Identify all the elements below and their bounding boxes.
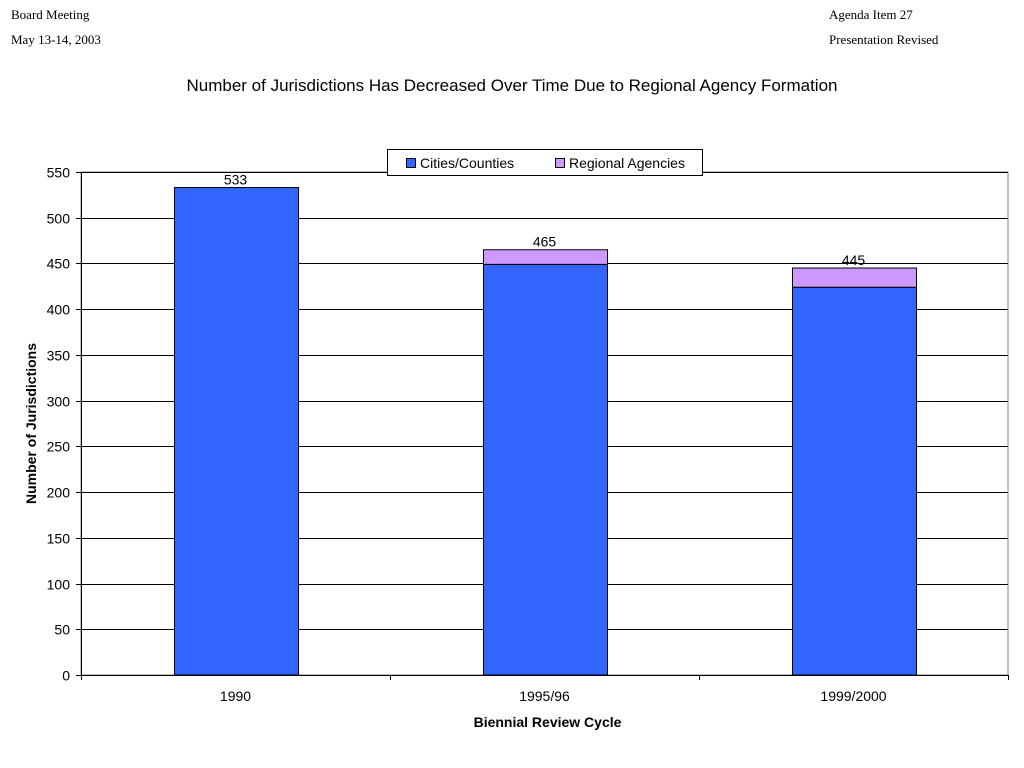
- y-tick-label: 0: [62, 668, 70, 684]
- y-tick-label: 200: [47, 485, 71, 501]
- header-meeting-title: Board Meeting: [11, 7, 90, 22]
- y-tick-label: 450: [47, 256, 71, 272]
- legend-item-regional-agencies: Regional Agencies: [555, 154, 685, 172]
- x-axis-title: Biennial Review Cycle: [474, 714, 622, 730]
- y-tick-label: 400: [47, 302, 71, 318]
- y-tick-label: 150: [47, 531, 71, 547]
- chart-title: Number of Jurisdictions Has Decreased Ov…: [186, 76, 838, 95]
- bar-cities-counties-0: [174, 187, 299, 676]
- legend-swatch-cities-counties: [406, 158, 416, 168]
- bar-cities-counties-2: [792, 286, 917, 676]
- x-tick-label: 1990: [220, 688, 251, 704]
- y-tick-label: 550: [47, 165, 71, 181]
- y-axis-title: Number of Jurisdictions: [23, 343, 39, 504]
- y-tick-label: 50: [54, 622, 70, 638]
- x-tick-label: 1999/2000: [820, 688, 886, 704]
- y-tick-label: 350: [47, 348, 71, 364]
- x-tick-label: 1995/96: [519, 688, 570, 704]
- bar-cities-counties-1: [483, 263, 608, 676]
- legend-swatch-regional-agencies: [555, 158, 565, 168]
- y-tick-label: 500: [47, 211, 71, 227]
- bar-total-label: 533: [224, 172, 248, 188]
- legend-item-cities-counties: Cities/Counties: [406, 154, 514, 172]
- bar-regional-agencies-2: [792, 267, 917, 288]
- y-tick-label: 250: [47, 439, 71, 455]
- y-tick-label: 100: [47, 577, 71, 593]
- bar-regional-agencies-1: [483, 249, 608, 265]
- legend-label: Regional Agencies: [569, 155, 685, 171]
- bar-total-label: 465: [533, 234, 557, 250]
- header-presentation-status: Presentation Revised: [829, 32, 939, 47]
- header-meeting-date: May 13-14, 2003: [11, 32, 101, 47]
- header-agenda-item: Agenda Item 27: [829, 7, 913, 22]
- chart-legend: Cities/Counties Regional Agencies: [387, 149, 703, 176]
- bar-total-label: 445: [842, 252, 866, 268]
- legend-label: Cities/Counties: [420, 155, 515, 171]
- y-tick-label: 300: [47, 394, 71, 410]
